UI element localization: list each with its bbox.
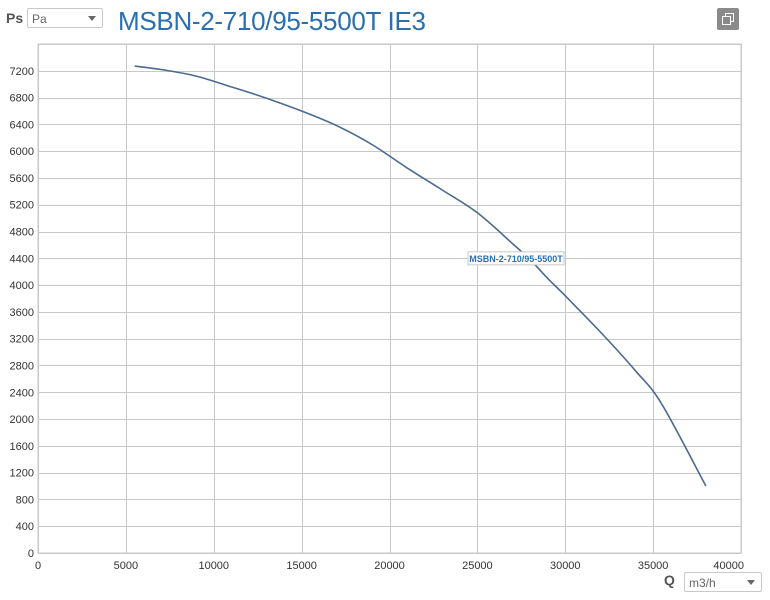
chevron-down-icon [747,580,755,585]
y-tick-label: 4400 [10,253,34,265]
x-tick-label: 15000 [286,560,317,572]
x-tick-label: 5000 [114,560,138,572]
x-axis-symbol: Q [664,572,675,588]
y-tick-label: 1600 [10,441,34,453]
series-label: MSBN-2-710/95-5500T [469,254,563,264]
y-tick-label: 0 [28,548,34,560]
pressure-unit-value: Pa [32,12,47,26]
y-tick-label: 800 [16,494,34,506]
y-axis-symbol: Ps [6,10,24,26]
y-axis-ticks: 0 400 800 1200 1600 2000 2400 2800 3200 3600 4000 4… [10,66,34,560]
annotations: MSBN-2-710/95-5500T [467,251,565,266]
flow-unit-value: m3/h [689,576,716,590]
x-tick-label: 10000 [198,560,229,572]
y-tick-label: 3600 [10,307,34,319]
copy-button[interactable] [717,8,739,30]
x-tick-label: 25000 [462,560,493,572]
y-tick-label: 2400 [10,387,34,399]
x-tick-label: 0 [35,560,41,572]
y-tick-label: 6000 [10,146,34,158]
series-line [134,65,707,487]
plot-frame [37,43,742,554]
series-group [134,65,707,487]
y-tick-label: 5600 [10,173,34,185]
y-tick-label: 4800 [10,227,34,239]
grid [37,43,742,554]
x-tick-label: 30000 [550,560,581,572]
y-tick-label: 1200 [10,468,34,480]
chart-title: MSBN-2-710/95-5500T IE3 [118,6,426,36]
y-tick-label: 2800 [10,360,34,372]
copy-icon-front [722,16,731,25]
x-tick-label: 35000 [638,560,669,572]
chevron-down-icon [88,16,96,21]
y-tick-label: 4000 [10,280,34,292]
y-tick-label: 400 [16,521,34,533]
y-tick-label: 3200 [10,334,34,346]
x-tick-label: 40000 [713,560,744,572]
y-tick-label: 2000 [10,414,34,426]
pressure-unit-select[interactable]: Pa [27,8,103,28]
y-tick-label: 7200 [10,66,34,78]
y-tick-label: 5200 [10,200,34,212]
x-tick-label: 20000 [374,560,405,572]
flow-unit-select[interactable]: m3/h [684,572,762,592]
x-axis-ticks: 0 5000 10000 15000 20000 25000 30000 35000 40000 [35,560,744,572]
y-tick-label: 6800 [10,93,34,105]
series-label-box [467,251,565,266]
y-tick-label: 6400 [10,119,34,131]
